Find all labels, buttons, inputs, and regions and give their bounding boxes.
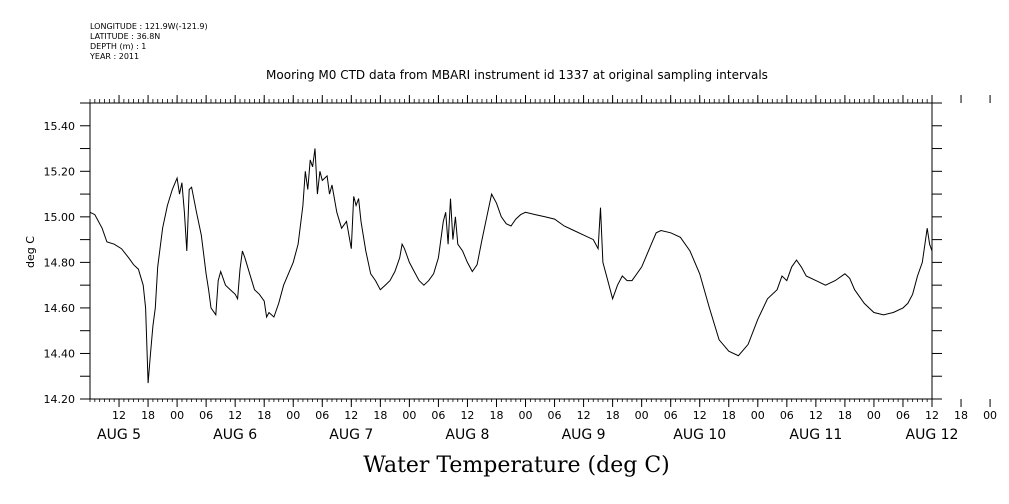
- y-tick-label: 15.00: [44, 211, 76, 224]
- plot-frame: [89, 102, 933, 400]
- x-day-label: AUG 8: [445, 427, 489, 443]
- x-hour-label: 06: [896, 409, 910, 422]
- y-tick-label: 14.60: [44, 302, 76, 315]
- x-hour-label: 06: [315, 409, 329, 422]
- x-hour-label: 12: [693, 409, 707, 422]
- x-hour-label: 00: [519, 409, 533, 422]
- x-axis: 12 18 00 06 12 18 00 06 12 18 00 06 12 18 00 06 12 18 00 06…: [97, 95, 997, 443]
- x-hour-label: 06: [664, 409, 678, 422]
- year-label: YEAR : 2011: [90, 52, 140, 61]
- longitude-label: LONGITUDE : 121.9W(-121.9): [90, 22, 208, 31]
- y-tick-label: 15.20: [44, 165, 76, 178]
- x-hour-label: 00: [867, 409, 881, 422]
- y-tick-label: 14.40: [44, 347, 76, 360]
- minor-ticks: [89, 99, 933, 402]
- y-tick-label: 14.20: [44, 393, 76, 406]
- temperature-series-line: [89, 148, 933, 384]
- x-hour-label: 00: [983, 409, 997, 422]
- chart-title: Mooring M0 CTD data from MBARI instrumen…: [266, 68, 768, 82]
- x-hour-label: 18: [489, 409, 503, 422]
- x-hour-label: 06: [199, 409, 213, 422]
- x-hour-label: 00: [751, 409, 765, 422]
- x-hour-label: 18: [954, 409, 968, 422]
- x-hour-label: 06: [780, 409, 794, 422]
- y-tick-label: 15.40: [44, 120, 76, 133]
- x-hour-label: 00: [170, 409, 184, 422]
- y-axis: 14.20 14.40 14.60 14.80 15.00 15.20 15.40: [44, 102, 942, 406]
- x-hour-label: 12: [112, 409, 126, 422]
- x-hour-label: 06: [431, 409, 445, 422]
- x-hour-label: 12: [809, 409, 823, 422]
- x-hour-label: 18: [722, 409, 736, 422]
- x-hour-label: 00: [402, 409, 416, 422]
- x-hour-label: 18: [141, 409, 155, 422]
- x-hour-label: 18: [606, 409, 620, 422]
- mooring-metadata: LONGITUDE : 121.9W(-121.9) LATITUDE : 36…: [90, 22, 208, 62]
- x-day-label: AUG 12: [906, 427, 959, 443]
- x-hour-label: 18: [257, 409, 271, 422]
- x-day-label: AUG 11: [789, 427, 842, 443]
- x-day-label: AUG 10: [673, 427, 726, 443]
- x-hour-label: 12: [925, 409, 939, 422]
- x-day-label: AUG 9: [562, 427, 606, 443]
- x-day-label: AUG 6: [213, 427, 257, 443]
- x-hour-label: 06: [548, 409, 562, 422]
- x-hour-label: 00: [286, 409, 300, 422]
- x-hour-label: 12: [460, 409, 474, 422]
- x-hour-label: 18: [838, 409, 852, 422]
- y-tick-label: 14.80: [44, 256, 76, 269]
- depth-label: DEPTH (m) : 1: [90, 42, 147, 51]
- x-axis-title: Water Temperature (deg C): [363, 453, 670, 478]
- x-hour-label: 18: [373, 409, 387, 422]
- x-hour-label: 12: [344, 409, 358, 422]
- x-day-label: AUG 5: [97, 427, 141, 443]
- y-axis-label: deg C: [24, 236, 37, 268]
- x-hour-label: 00: [635, 409, 649, 422]
- x-hour-label: 12: [577, 409, 591, 422]
- x-hour-label: 12: [228, 409, 242, 422]
- latitude-label: LATITUDE : 36.8N: [90, 32, 161, 41]
- x-day-label: AUG 7: [329, 427, 373, 443]
